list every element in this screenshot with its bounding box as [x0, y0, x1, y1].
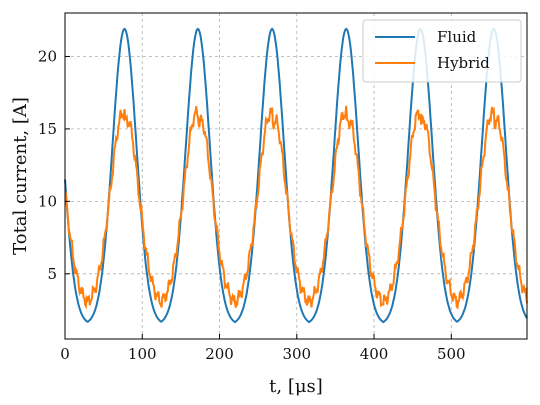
- series-line-hybrid: [64, 105, 528, 310]
- x-axis-label: t, [μs]: [269, 376, 323, 397]
- legend: Fluid Hybrid: [362, 19, 522, 83]
- legend-label-fluid: Fluid: [437, 28, 477, 46]
- series-layer: [64, 27, 528, 324]
- plot-frame: [64, 12, 528, 340]
- y-tick-label-5: 5: [47, 265, 57, 283]
- y-tick-label-15: 15: [38, 120, 57, 138]
- y-axis-label: Total current, [A]: [10, 97, 31, 255]
- legend-box: [362, 19, 522, 83]
- x-tick-label-100: 100: [128, 345, 157, 363]
- x-tick-label-0: 0: [60, 345, 70, 363]
- axis-ticks: 0 100 200 300 400 500 5 10 15 20: [38, 47, 466, 363]
- x-tick-label-500: 500: [437, 345, 466, 363]
- x-tick-label-200: 200: [205, 345, 234, 363]
- y-tick-label-10: 10: [38, 192, 57, 210]
- x-tick-label-400: 400: [360, 345, 389, 363]
- legend-label-hybrid: Hybrid: [437, 54, 490, 72]
- x-tick-label-300: 300: [282, 345, 311, 363]
- y-tick-label-20: 20: [38, 47, 57, 65]
